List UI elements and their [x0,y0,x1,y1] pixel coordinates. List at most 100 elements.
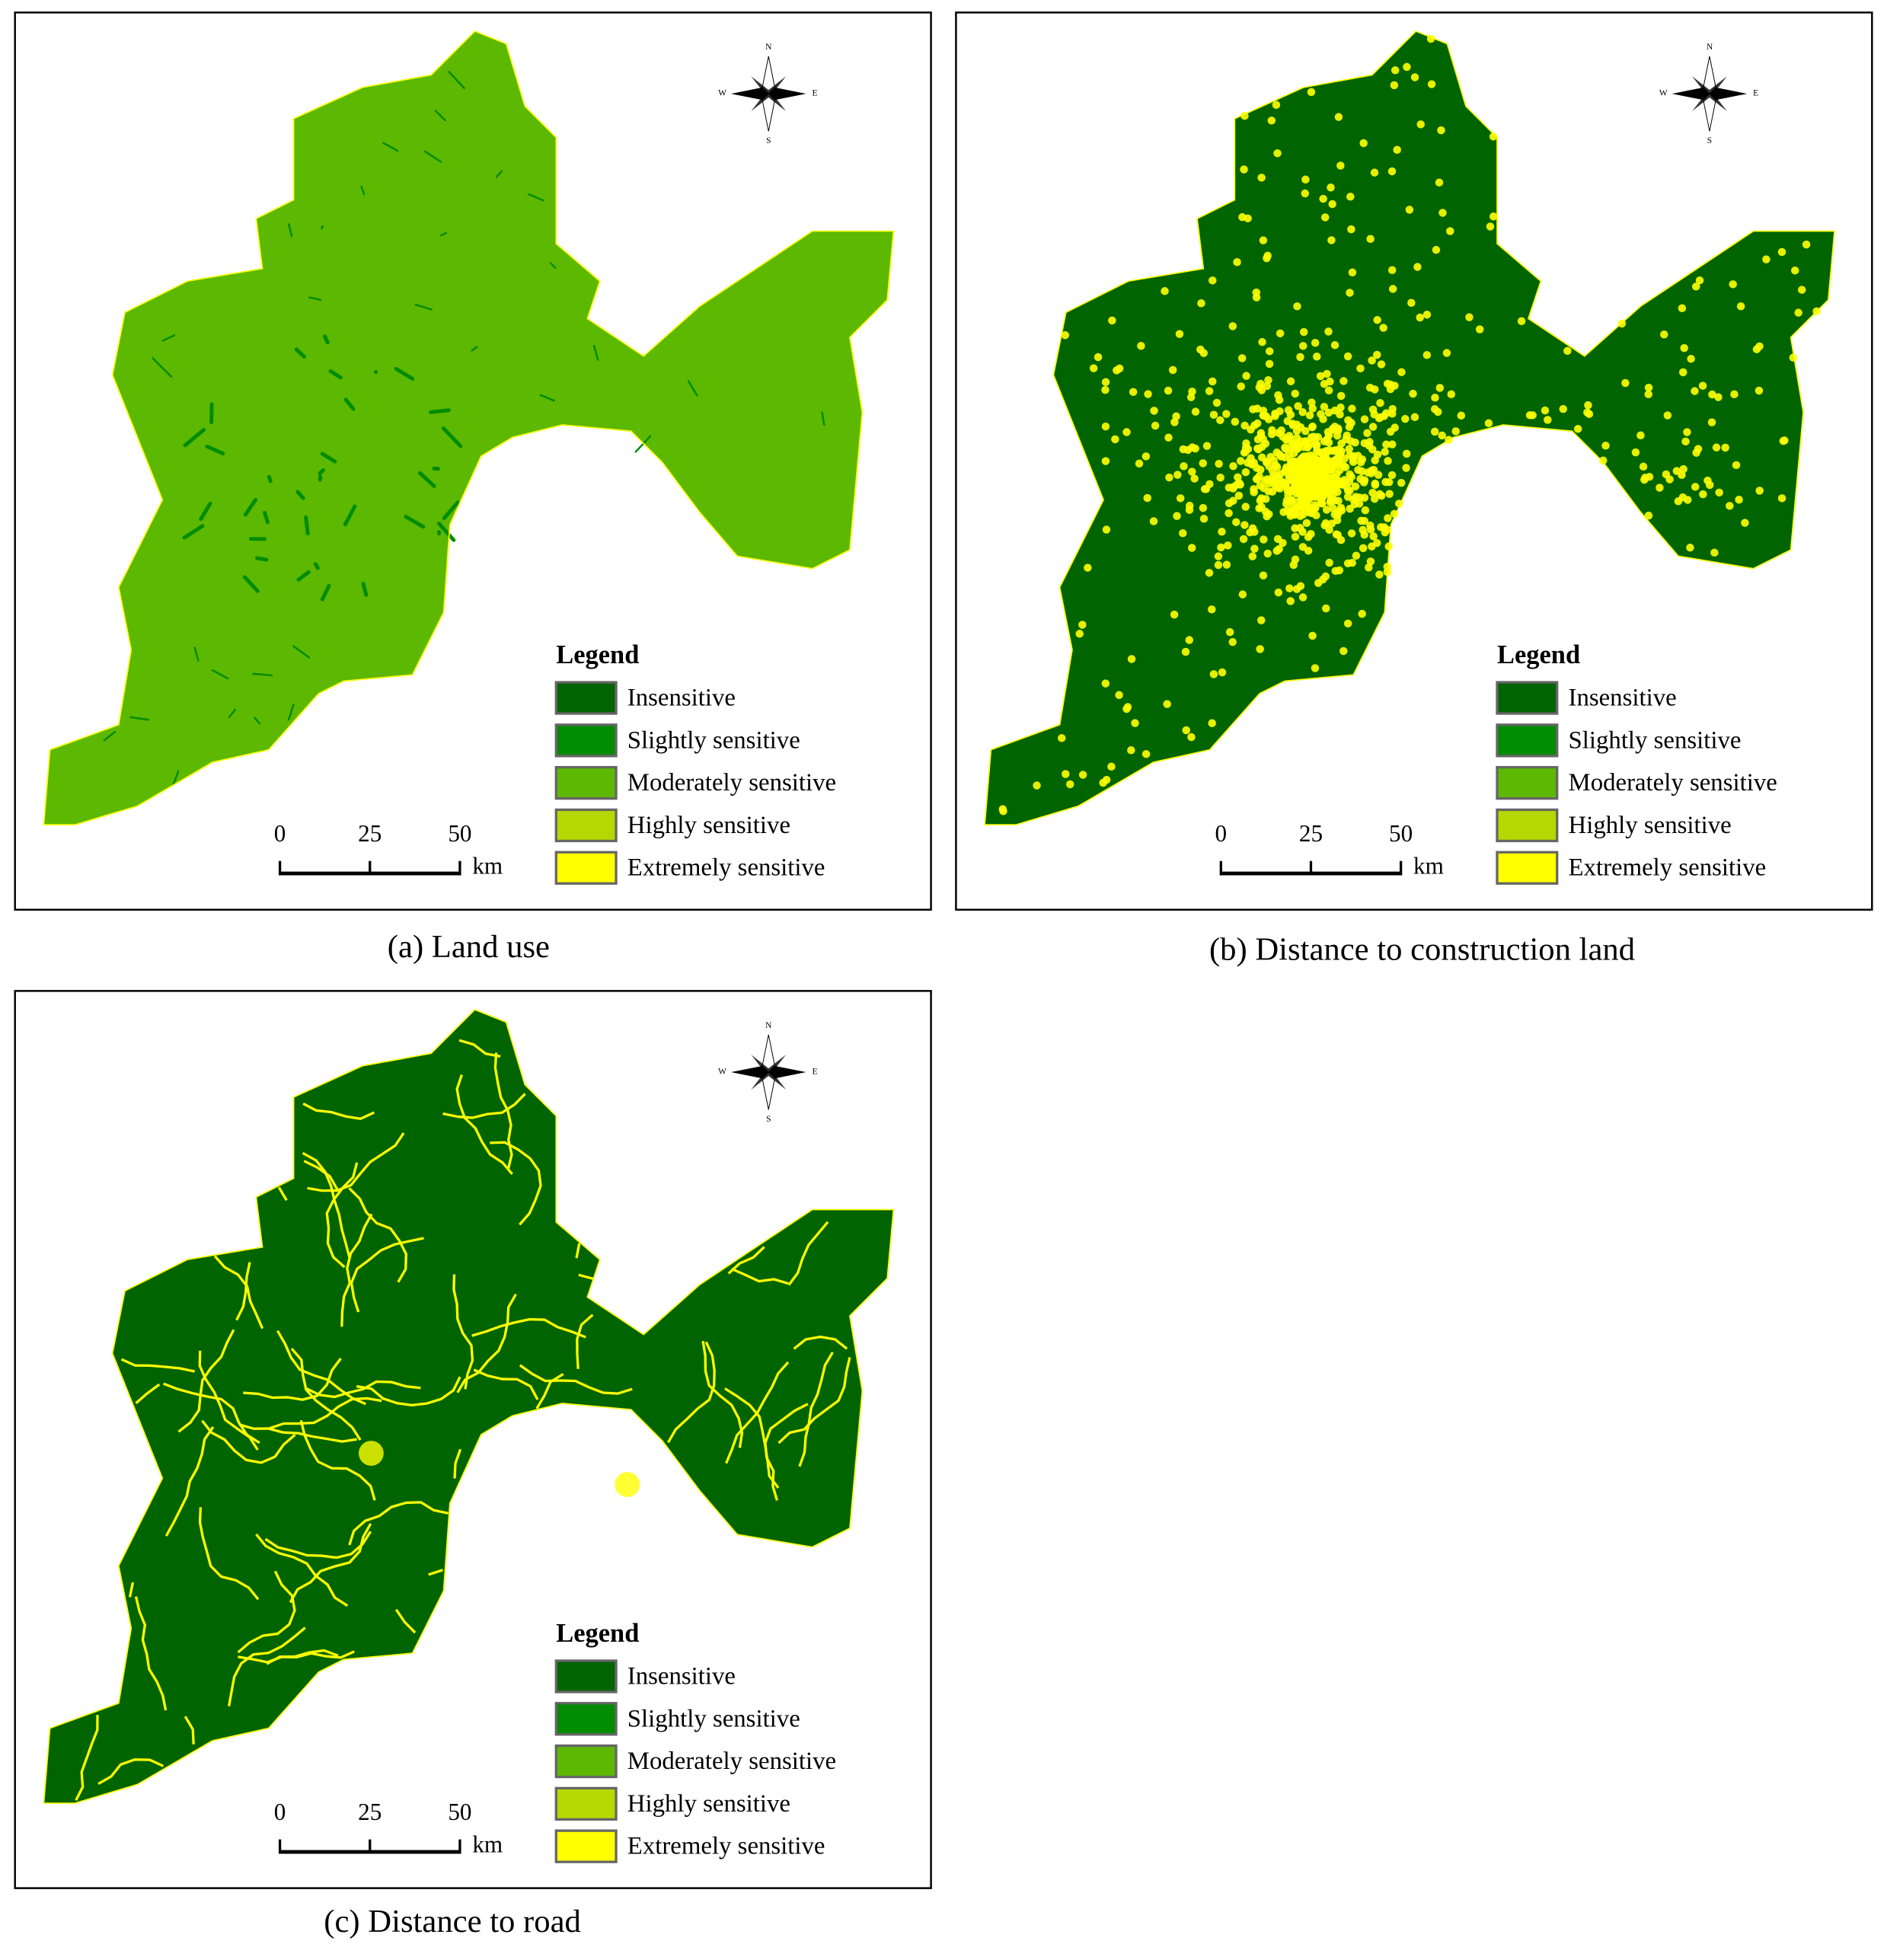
settlement-buffer [1347,473,1355,481]
settlement-buffer [1407,299,1416,308]
town-hub [615,1472,640,1497]
settlement-buffer [1299,342,1307,350]
settlement-buffer [1344,417,1352,425]
settlement-buffer [1369,406,1378,414]
settlement-buffer [1388,410,1397,418]
settlement-buffer [1190,474,1199,483]
legend-label: Extremely sensitive [1569,854,1767,882]
settlement-buffer [1272,101,1281,110]
settlement-buffer [1229,462,1237,471]
settlement-buffer [1778,248,1786,257]
settlement-buffer [1312,512,1320,520]
settlement-buffer [1302,458,1311,466]
settlement-buffer [1791,267,1799,275]
legend-swatch [1497,725,1557,756]
legend-label: Highly sensitive [627,812,790,839]
compass-w: W [718,1068,726,1077]
settlement-buffer [1197,299,1205,308]
settlement-buffer [1307,88,1316,97]
settlement-buffer [1436,384,1445,392]
settlement-buffer [1331,341,1339,350]
settlement-buffer [1075,630,1084,638]
settlement-buffer [1359,544,1368,553]
settlement-buffer [1371,168,1379,177]
settlement-buffer [1271,412,1279,420]
settlement-buffer [1416,314,1424,322]
settlement-buffer [1240,165,1248,174]
settlement-buffer [1346,193,1355,201]
settlement-buffer [1385,490,1394,498]
settlement-buffer [1347,437,1355,445]
stream [324,337,327,343]
settlement-buffer [1309,404,1317,413]
settlement-buffer [1687,355,1695,363]
legend-swatch [556,1831,616,1862]
settlement-buffer [1431,405,1439,413]
settlement-buffer [1161,287,1169,295]
settlement-buffer [1300,328,1308,337]
settlement-buffer [1276,396,1284,404]
settlement-buffer [1762,255,1770,263]
settlement-buffer [1292,390,1300,398]
settlement-buffer [1413,263,1422,271]
settlement-buffer [1186,502,1194,510]
compass-w: W [718,89,726,98]
settlement-buffer [1187,733,1196,742]
scale-label: 0 [274,820,286,847]
settlement-buffer [1058,734,1066,742]
legend-swatch [1497,809,1557,841]
settlement-buffer [1131,719,1139,727]
settlement-buffer [1284,492,1292,500]
settlement-buffer [1258,386,1266,394]
settlement-buffer [1249,405,1257,413]
settlement-buffer [1601,442,1610,450]
settlement-buffer [1331,423,1339,431]
settlement-buffer [1333,432,1342,440]
settlement-buffer [1320,469,1329,477]
settlement-buffer [1356,475,1365,484]
compass-s: S [766,1115,771,1124]
settlement-buffer [1208,719,1216,727]
legend-label: Highly sensitive [1569,812,1732,839]
settlement-buffer [1228,638,1237,646]
settlement-buffer [1391,81,1399,90]
settlement-buffer [1721,444,1729,452]
settlement-buffer [1279,433,1287,441]
settlement-buffer [1250,544,1259,553]
settlement-buffer [1328,200,1336,209]
settlement-buffer [1173,471,1182,479]
settlement-buffer [1337,392,1346,401]
settlement-buffer [1303,485,1311,493]
settlement-buffer [1365,442,1374,450]
settlement-buffer [1346,289,1354,297]
settlement-buffer [1218,669,1227,677]
settlement-buffer [1585,410,1594,418]
legend-swatch [556,682,616,713]
settlement-buffer [1033,781,1041,790]
settlement-buffer [1355,500,1364,508]
settlement-buffer [1708,391,1716,399]
settlement-buffer [1435,178,1444,187]
settlement-buffer [1224,541,1232,550]
settlement-buffer [1322,605,1330,613]
settlement-buffer [1291,443,1299,452]
settlement-buffer [1151,422,1160,430]
legend-swatch [1497,852,1557,883]
settlement-buffer [1344,620,1352,628]
settlement-buffer [1090,364,1098,372]
settlement-buffer [1358,610,1366,618]
settlement-buffer [1142,750,1151,758]
settlement-buffer [1218,528,1226,536]
settlement-buffer [1348,404,1356,413]
legend-title: Legend [1497,640,1580,669]
legend-swatch [556,1703,616,1735]
settlement-buffer [1409,390,1417,398]
settlement-buffer [1240,535,1248,544]
settlement-buffer [1389,285,1397,293]
settlement-buffer [1706,481,1714,490]
settlement-buffer [1311,339,1320,347]
legend-label: Highly sensitive [627,1790,790,1818]
settlement-buffer [1319,195,1327,203]
